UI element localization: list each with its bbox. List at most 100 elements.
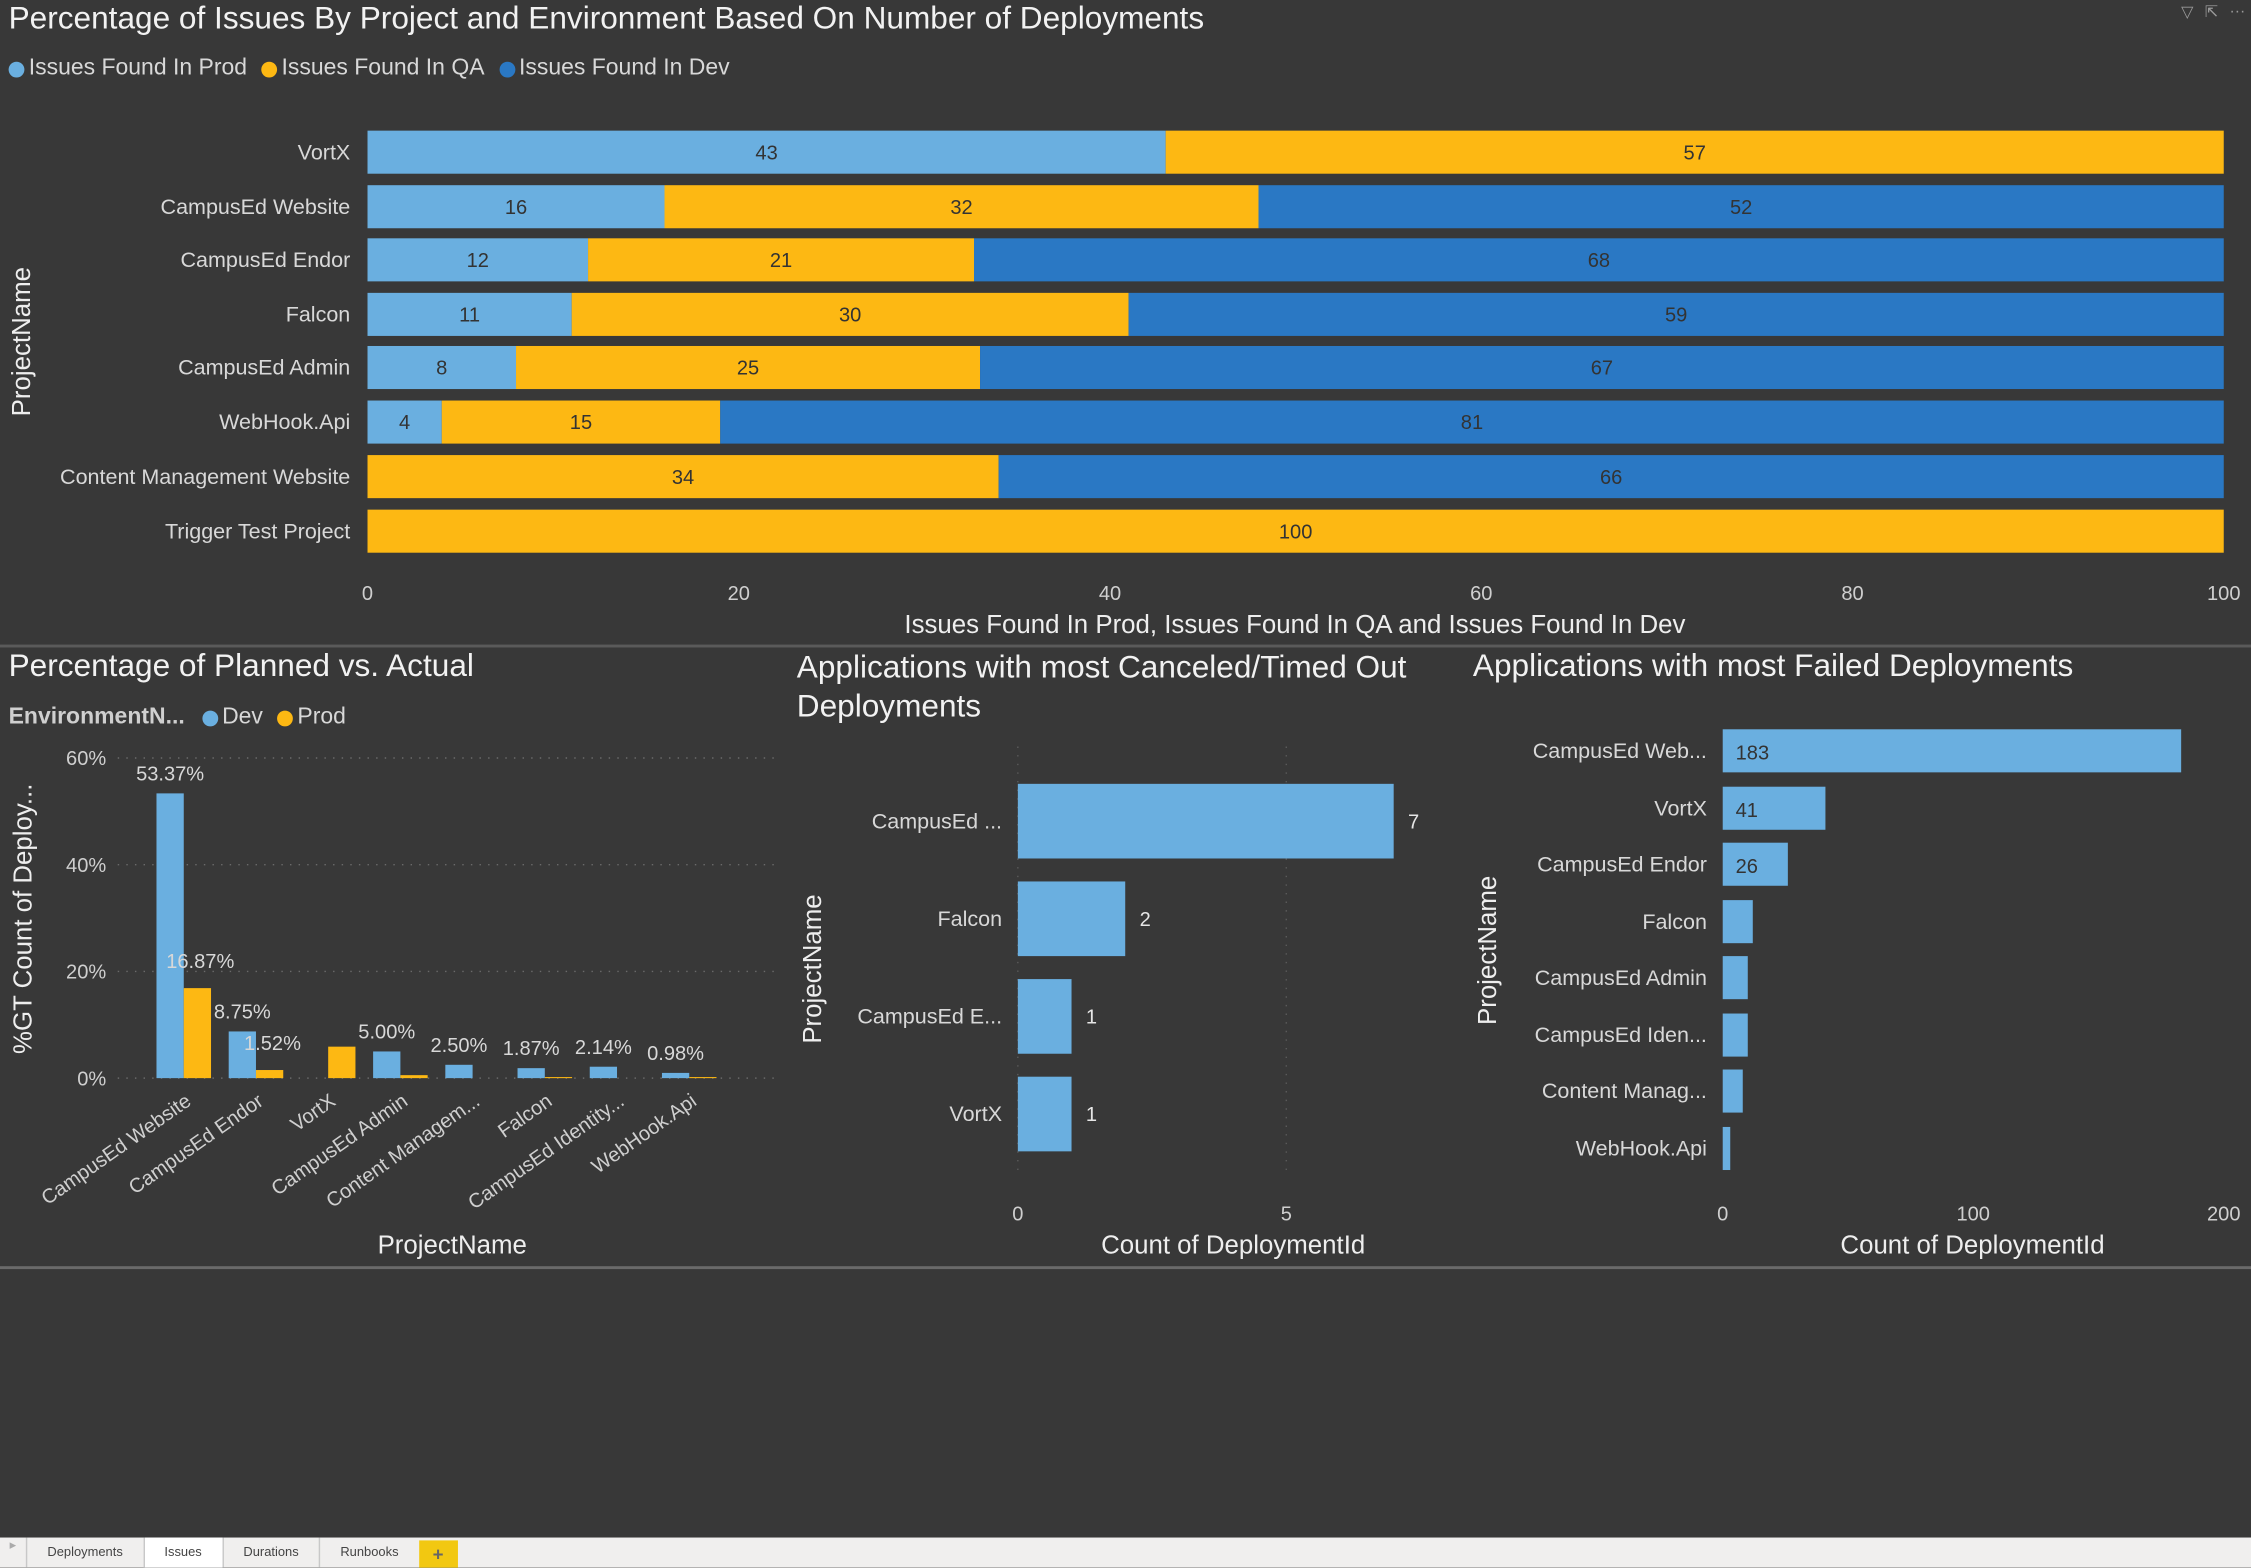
bar-segment[interactable] — [367, 292, 572, 336]
bar[interactable] — [228, 1031, 256, 1079]
bar[interactable] — [156, 793, 184, 1079]
category-label: CampusEd Website — [161, 195, 351, 219]
bar[interactable] — [1722, 900, 1753, 944]
category-label: CampusEd Admin — [178, 356, 350, 380]
bar[interactable] — [1017, 881, 1126, 957]
legend-item-prod[interactable]: Issues Found In Prod — [8, 55, 248, 82]
data-label: 1 — [1086, 1104, 1097, 1126]
category-label: CampusEd E... — [857, 1005, 1002, 1029]
bar-segment[interactable] — [980, 345, 2224, 390]
chart1-title: Percentage of Issues By Project and Envi… — [8, 0, 1205, 36]
data-label: 16 — [505, 197, 527, 219]
y-axis-title: ProjectName — [1474, 876, 1502, 1025]
data-label: 15 — [570, 412, 592, 434]
bar-segment[interactable] — [571, 292, 1129, 336]
bar[interactable] — [661, 1072, 690, 1079]
bar[interactable] — [1017, 1076, 1072, 1152]
tab-runbooks[interactable]: Runbooks — [318, 1537, 419, 1568]
data-label: 43 — [755, 142, 777, 164]
data-label: 1.52% — [244, 1033, 301, 1055]
focus-mode-icon[interactable]: ⇱ — [2204, 4, 2219, 22]
chart1-legend: Issues Found In Prod Issues Found In QA … — [8, 55, 739, 82]
bar[interactable] — [1722, 842, 1788, 886]
category-label: Falcon — [1642, 910, 1707, 934]
bar-segment[interactable] — [367, 345, 517, 390]
bar-segment[interactable] — [441, 400, 721, 444]
bar[interactable] — [445, 1064, 473, 1079]
legend-item-dev[interactable]: Issues Found In Dev — [498, 55, 730, 82]
y-axis-title: ProjectName — [8, 267, 36, 416]
tab-durations[interactable]: Durations — [221, 1537, 319, 1568]
bar-segment[interactable] — [998, 455, 2224, 499]
x-tick-label: 60 — [1470, 583, 1492, 605]
bar-segment[interactable] — [1128, 292, 2224, 336]
bar[interactable] — [1722, 729, 2182, 773]
category-label: Falcon — [494, 1090, 556, 1143]
legend-label: Dev — [222, 704, 263, 730]
bar[interactable] — [1017, 979, 1072, 1054]
add-page-button[interactable]: + — [418, 1540, 458, 1568]
bar[interactable] — [1722, 1126, 1731, 1171]
more-options-icon[interactable]: ··· — [2229, 2, 2246, 21]
legend-label: Issues Found In Dev — [518, 55, 730, 81]
bar-segment[interactable] — [664, 185, 1259, 229]
data-label: 25 — [737, 358, 759, 380]
tab-scroll-left-icon[interactable]: ▸ — [9, 1537, 17, 1552]
y-tick-label: 60% — [66, 748, 106, 770]
bar[interactable] — [255, 1070, 284, 1079]
x-tick-label: 200 — [2207, 1203, 2241, 1225]
x-axis-title: Issues Found In Prod, Issues Found In QA… — [904, 611, 1685, 639]
legend-item-dev[interactable]: Dev — [201, 704, 263, 731]
bar[interactable] — [328, 1046, 356, 1079]
data-label: 34 — [672, 467, 694, 489]
bar-segment[interactable] — [1165, 130, 2224, 174]
filter-icon[interactable]: ▽ — [2181, 4, 2194, 22]
x-axis-title: Count of DeploymentId — [1101, 1231, 1365, 1259]
chart2-title: Percentage of Planned vs. Actual — [8, 647, 474, 684]
legend-item-prod[interactable]: Prod — [277, 705, 346, 731]
bar-segment[interactable] — [516, 345, 981, 390]
bar-segment[interactable] — [367, 509, 2224, 553]
category-label: WebHook.Api — [1576, 1137, 1707, 1161]
bar[interactable] — [1722, 1069, 1743, 1113]
data-label: 26 — [1736, 856, 1758, 878]
category-label: CampusEd Iden... — [1535, 1023, 1707, 1047]
bar-segment[interactable] — [367, 130, 1166, 174]
bar[interactable] — [1722, 956, 1748, 1000]
bar-segment[interactable] — [588, 238, 975, 282]
bar[interactable] — [517, 1068, 545, 1079]
data-label: 100 — [1279, 521, 1313, 543]
bar-segment[interactable] — [367, 455, 999, 499]
bar[interactable] — [1722, 1013, 1748, 1057]
tab-deployments[interactable]: Deployments — [25, 1537, 143, 1568]
bar-segment[interactable] — [720, 400, 2224, 444]
bar-segment[interactable] — [367, 238, 589, 282]
bar[interactable] — [373, 1051, 401, 1079]
bar[interactable] — [689, 1077, 717, 1079]
bar-segment[interactable] — [974, 238, 2224, 282]
legend-item-qa[interactable]: Issues Found In QA — [261, 55, 485, 82]
bar-segment[interactable] — [367, 400, 442, 444]
bar-segment[interactable] — [1258, 185, 2224, 229]
data-label: 7 — [1408, 811, 1419, 833]
legend-label: Issues Found In Prod — [28, 55, 248, 81]
y-axis-title: ProjectName — [799, 894, 827, 1043]
bar[interactable] — [1722, 786, 1826, 830]
chart2-plot: 0%20%40%60%53.37%16.87%CampusEd Website8… — [10, 748, 776, 1259]
page-tabs: ▸ Deployments Issues Durations Runbooks … — [0, 1537, 2251, 1568]
divider — [0, 1266, 2251, 1270]
bar[interactable] — [1017, 783, 1394, 859]
category-label: CampusEd ... — [872, 809, 1002, 833]
bar-segment[interactable] — [367, 185, 665, 229]
legend-label: Issues Found In QA — [281, 55, 485, 81]
bar[interactable] — [589, 1066, 618, 1079]
bar[interactable] — [544, 1077, 573, 1079]
data-label: 0.98% — [647, 1043, 704, 1065]
divider — [0, 644, 2251, 648]
legend-title: EnvironmentN... — [8, 704, 185, 730]
tab-issues[interactable]: Issues — [142, 1537, 222, 1568]
bar[interactable] — [183, 988, 212, 1079]
bar[interactable] — [400, 1075, 428, 1079]
data-label: 57 — [1684, 142, 1706, 164]
chart2-legend: EnvironmentN... Dev Prod — [9, 705, 355, 731]
